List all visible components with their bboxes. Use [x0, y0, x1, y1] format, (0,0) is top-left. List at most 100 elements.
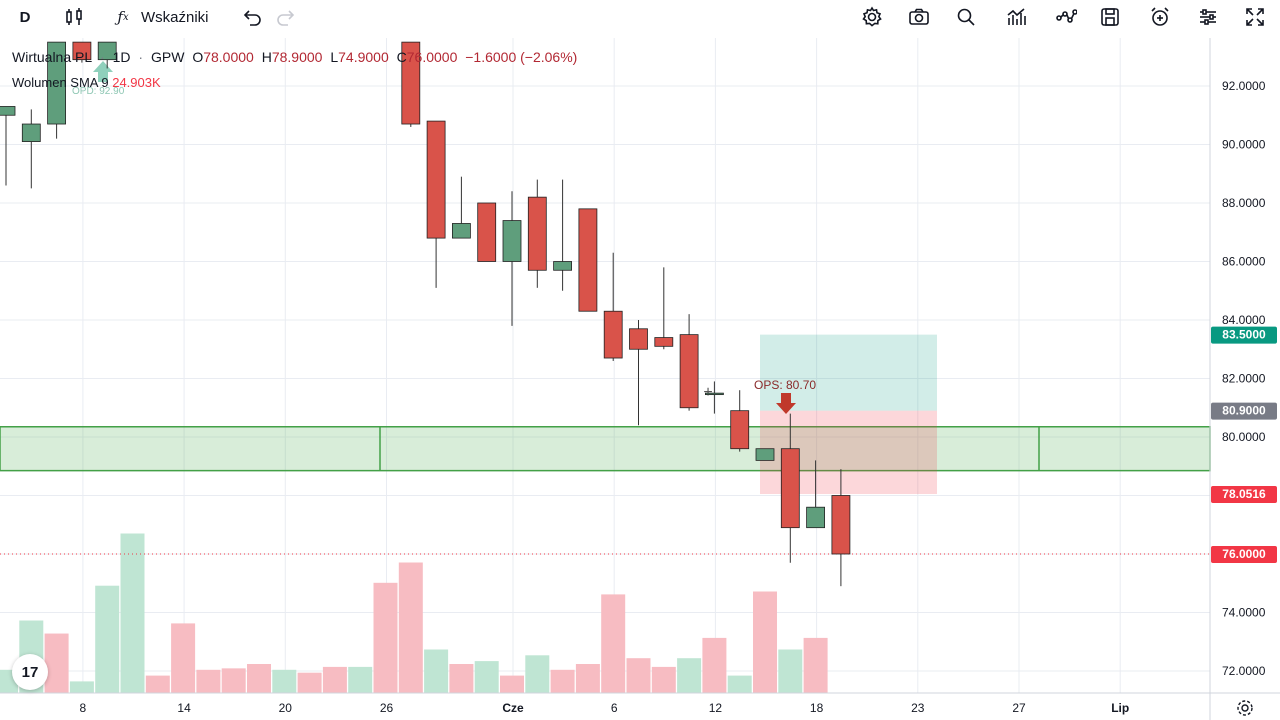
interval-button[interactable]: D [19, 8, 31, 26]
legend-high-label: H [261, 49, 272, 65]
time-tick-label: 26 [380, 701, 394, 715]
price-tag-label: 80.9000 [1222, 404, 1266, 418]
symbol-legend[interactable]: Wirtualna PL · 1D · GPW O78.0000 H78.900… [12, 49, 578, 65]
volume-bar [651, 666, 676, 693]
settings-gear-icon[interactable] [860, 5, 884, 29]
volume-bar [677, 658, 702, 693]
legend-exchange: GPW [150, 49, 185, 65]
volume-bar [474, 661, 499, 693]
legend-open-label: O [192, 49, 204, 65]
volume-value: 24.903K [112, 75, 161, 90]
volume-bar [348, 666, 373, 693]
time-tick-label: 8 [80, 701, 87, 715]
volume-bar [171, 623, 196, 693]
candle-body [705, 392, 724, 396]
gear-ring [1237, 700, 1253, 716]
candle-body [451, 223, 471, 239]
camera-icon[interactable] [906, 5, 932, 29]
time-tick-label: 12 [709, 701, 723, 715]
time-tick-label: 18 [810, 701, 824, 715]
time-tick-label: 27 [1012, 701, 1026, 715]
volume-bar [373, 582, 398, 693]
ops-top-label: OPD: 92.90 [72, 86, 125, 97]
volume-bar [449, 664, 474, 693]
volume-bar [272, 669, 297, 693]
legend-low-label: L [330, 49, 339, 65]
volume-bar [322, 666, 347, 693]
volume-legend[interactable]: Wolumen SMA 9 24.903K [12, 75, 161, 90]
candle-body [527, 196, 547, 271]
candlesticks [0, 41, 851, 587]
fullscreen-icon[interactable] [1243, 5, 1267, 29]
candle-body [831, 495, 851, 555]
volume-bar [424, 649, 449, 693]
price-tick-label: 90.0000 [1222, 138, 1266, 152]
volume-bar [550, 669, 575, 693]
time-tick-label: 6 [611, 701, 618, 715]
price-tick-label: 86.0000 [1222, 255, 1266, 269]
time-axis[interactable]: 8 14 20 26 Cze 6 12 18 23 27 Lip [0, 692, 1280, 716]
candle-body [730, 410, 750, 450]
candle-body [401, 41, 421, 125]
legend-open: 78.0000 [203, 49, 254, 65]
candle-body [603, 310, 623, 359]
price-tick-label: 74.0000 [1222, 606, 1266, 620]
volume-bar [69, 681, 94, 693]
candle-body [755, 448, 775, 461]
save-icon[interactable] [1098, 5, 1122, 29]
volume-bar [601, 594, 626, 693]
indicators-button[interactable]: Wskaźniki [141, 8, 209, 26]
legend-interval: 1D [112, 49, 131, 65]
candle-body [47, 41, 66, 125]
volume-bar [145, 675, 170, 693]
volume-bar [803, 637, 828, 693]
candle-body [578, 208, 598, 312]
compare-nodes-icon[interactable] [1052, 5, 1080, 29]
gear-center [1241, 704, 1249, 712]
price-tick-label: 80.0000 [1222, 430, 1266, 444]
volume-bar [525, 655, 550, 693]
ops-down-arrow-icon [776, 393, 796, 414]
candle-body [806, 506, 825, 529]
volume-bar [297, 672, 322, 693]
symbol-name[interactable]: Wirtualna PL [12, 49, 93, 65]
sliders-settings-icon[interactable] [1196, 5, 1220, 29]
candle-body [426, 120, 446, 239]
candle-body [629, 328, 648, 350]
candles-chart-type-icon[interactable] [60, 5, 88, 29]
volume-bar [247, 664, 271, 693]
legend-high: 78.9000 [271, 49, 323, 65]
alert-clock-icon[interactable] [1147, 5, 1173, 29]
tradingview-logo[interactable]: 17 [12, 654, 48, 690]
ops-bottom-label: OPS: 80.70 [754, 378, 816, 392]
volume-bar [626, 658, 651, 693]
time-tick-label: Lip [1111, 701, 1129, 715]
legend-close-label: C [396, 49, 407, 65]
candle-body [679, 334, 699, 409]
candle-body [477, 202, 497, 262]
price-tag [1211, 326, 1277, 344]
indicators-chart-icon[interactable] [1003, 5, 1029, 29]
volume-bar [753, 591, 777, 693]
drawings[interactable]: OPS: 80.70 OPD: 92.90 + [0, 61, 1211, 555]
candle-body [72, 41, 92, 61]
volume-bar [95, 585, 120, 693]
volume-bar [221, 668, 246, 693]
volume-label[interactable]: Wolumen SMA 9 [12, 75, 109, 90]
candle-body [502, 220, 522, 262]
undo-icon[interactable] [240, 5, 264, 29]
price-tick-label: 84.0000 [1222, 313, 1266, 327]
price-tag-label: 78.0516 [1222, 487, 1266, 501]
candle-body [97, 41, 117, 61]
price-axis[interactable]: 92.0000 90.0000 88.0000 86.0000 84.0000 82.00… [1209, 38, 1277, 720]
candle-body [780, 448, 800, 529]
legend-change: −1.6000 (−2.06%) [465, 49, 578, 65]
axis-settings-gear-icon[interactable] [1237, 700, 1253, 716]
search-icon[interactable] [954, 5, 978, 29]
redo-icon[interactable] [274, 5, 298, 29]
price-tag [1211, 402, 1277, 420]
time-tick-label: Cze [502, 701, 524, 715]
